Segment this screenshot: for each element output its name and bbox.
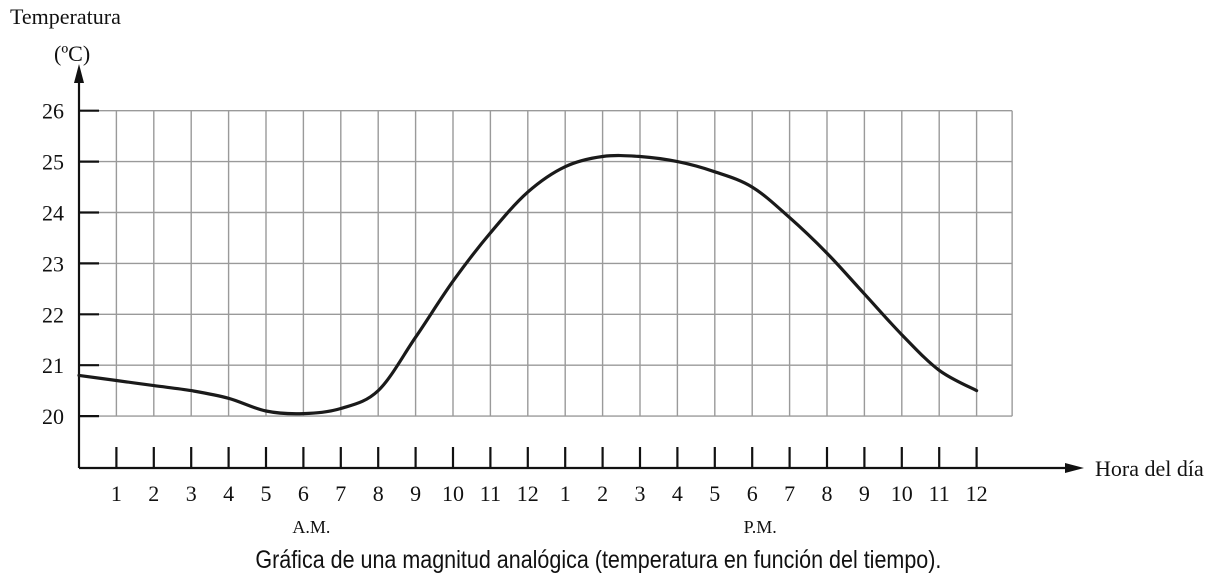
y-tick-label: 21 [42,353,64,378]
y-axis-title-line1: Temperatura [10,4,121,29]
x-tick-label: 9 [859,481,870,506]
axes [74,64,1084,473]
x-tick-label: 5 [709,481,720,506]
y-tick-label: 22 [42,302,64,327]
x-tick-label: 6 [298,481,309,506]
x-axis-title: Hora del día [1095,456,1204,481]
x-tick-label: 4 [223,481,234,506]
tick-marks [78,109,978,468]
x-tick-label: 3 [635,481,646,506]
x-tick-label: 7 [784,481,795,506]
y-tick-label: 25 [42,150,64,175]
x-tick-label: 6 [747,481,758,506]
x-tick-label: 10 [442,481,464,506]
x-tick-label: 4 [672,481,683,506]
y-tick-labels: 20 21 22 23 24 25 26 [42,99,64,429]
x-tick-labels: 1 2 3 4 5 6 7 8 9 10 11 12 1 2 3 4 5 6 7 8 9 10 11 12 [111,481,988,506]
y-tick-label: 23 [42,251,64,276]
y-tick-label: 26 [42,99,64,124]
x-tick-label: 1 [111,481,122,506]
x-tick-label: 2 [148,481,159,506]
x-tick-label: 11 [929,481,950,506]
period-labels: A.M. P.M. [292,517,776,537]
y-tick-label: 24 [42,201,64,226]
x-tick-label: 8 [373,481,384,506]
period-label: A.M. [292,517,330,537]
series-line [77,153,979,416]
x-tick-label: 2 [597,481,608,506]
x-tick-label: 9 [410,481,421,506]
y-axis-title-line2: (ºC) [54,41,90,66]
y-axis-arrow-icon [74,64,84,83]
grid [79,109,1013,417]
x-tick-label: 12 [966,481,988,506]
figure-caption: Gráfica de una magnitud analógica (tempe… [255,546,942,574]
x-tick-label: 12 [517,481,539,506]
y-tick-label: 20 [42,404,64,429]
x-axis-arrow-icon [1065,463,1084,473]
x-tick-label: 7 [335,481,346,506]
x-tick-label: 8 [822,481,833,506]
x-tick-label: 3 [186,481,197,506]
period-label: P.M. [744,517,777,537]
x-tick-label: 1 [560,481,571,506]
x-tick-label: 10 [891,481,913,506]
x-tick-label: 5 [261,481,272,506]
x-tick-label: 11 [480,481,501,506]
